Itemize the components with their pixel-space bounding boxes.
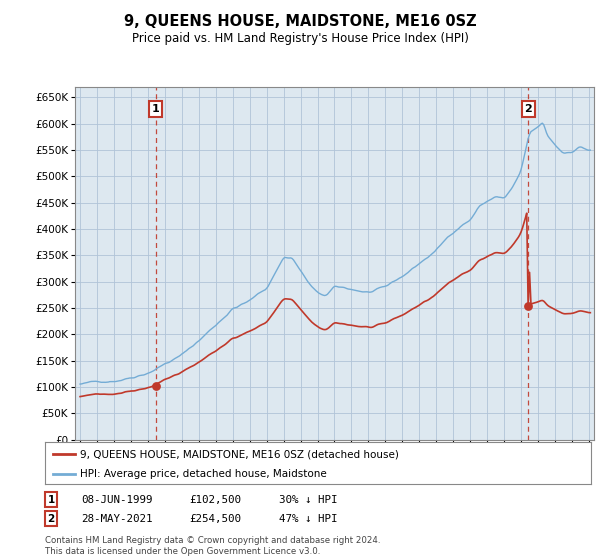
Text: Contains HM Land Registry data © Crown copyright and database right 2024.
This d: Contains HM Land Registry data © Crown c… — [45, 536, 380, 556]
Text: £254,500: £254,500 — [189, 514, 241, 524]
Text: 1: 1 — [47, 494, 55, 505]
Text: 2: 2 — [524, 104, 532, 114]
Text: 9, QUEENS HOUSE, MAIDSTONE, ME16 0SZ: 9, QUEENS HOUSE, MAIDSTONE, ME16 0SZ — [124, 14, 476, 29]
Text: HPI: Average price, detached house, Maidstone: HPI: Average price, detached house, Maid… — [80, 469, 327, 479]
Text: 1: 1 — [152, 104, 160, 114]
Text: 28-MAY-2021: 28-MAY-2021 — [81, 514, 152, 524]
Point — [523, 301, 533, 310]
Text: Price paid vs. HM Land Registry's House Price Index (HPI): Price paid vs. HM Land Registry's House … — [131, 32, 469, 45]
Text: 08-JUN-1999: 08-JUN-1999 — [81, 494, 152, 505]
Point — [151, 381, 160, 390]
Text: £102,500: £102,500 — [189, 494, 241, 505]
Text: 47% ↓ HPI: 47% ↓ HPI — [279, 514, 337, 524]
Text: 2: 2 — [47, 514, 55, 524]
Text: 30% ↓ HPI: 30% ↓ HPI — [279, 494, 337, 505]
Text: 9, QUEENS HOUSE, MAIDSTONE, ME16 0SZ (detached house): 9, QUEENS HOUSE, MAIDSTONE, ME16 0SZ (de… — [80, 449, 400, 459]
